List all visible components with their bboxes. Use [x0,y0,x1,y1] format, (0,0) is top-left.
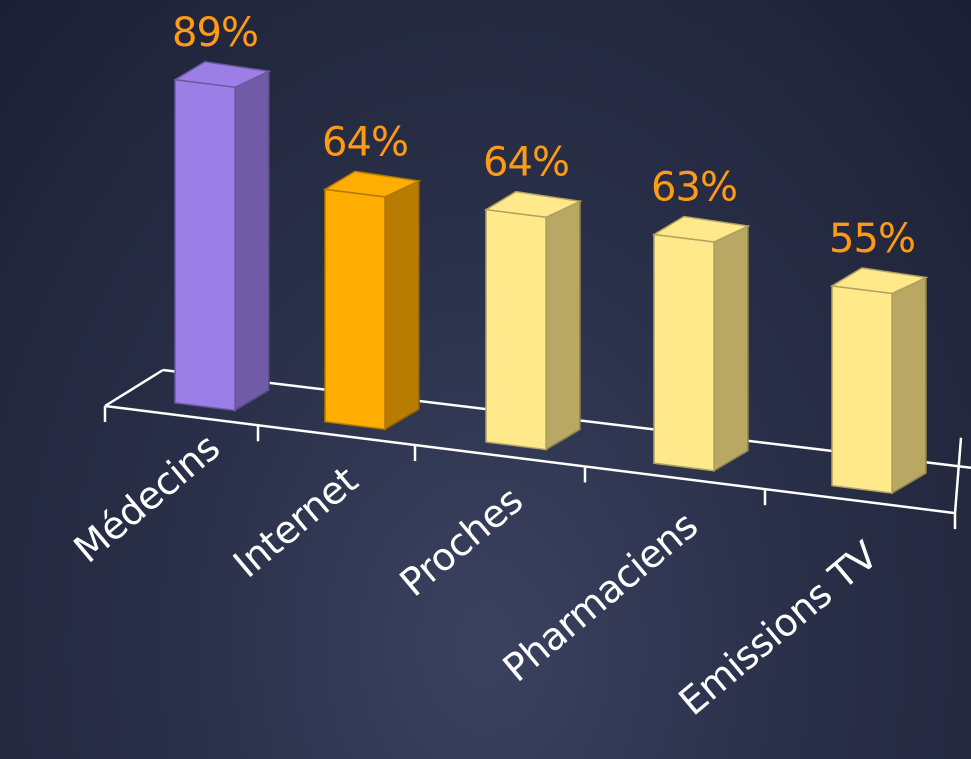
bar [829,267,929,495]
x-axis-front-line [104,404,956,515]
category-label: Emissions TV [670,533,886,724]
category-label: Médecins [65,425,227,571]
bar-side [234,70,270,412]
value-label: 64% [322,119,408,165]
bar-side [545,200,581,451]
bar-side [384,179,420,431]
category-label: Pharmaciens [495,503,706,690]
bar [651,215,751,473]
bar-side [713,224,749,473]
category-label: Internet [225,458,366,586]
category-label: Proches [391,478,530,605]
value-label: 89% [172,10,258,56]
value-labels: 89% 64% 64% 63% 55% [172,10,916,262]
bars [172,60,929,495]
bar-front [653,233,715,472]
bar-front [174,78,236,412]
value-label: 55% [829,216,915,262]
bar-side [891,276,927,495]
value-label: 63% [651,164,737,210]
bar [172,60,272,412]
value-label: 64% [483,140,569,186]
x-axis-left-edge [104,368,164,408]
bar [322,170,422,431]
x-axis-right-edge [953,437,963,514]
bar-front [831,285,893,495]
bar-front [485,208,547,451]
bar [483,190,583,451]
bar-front [324,188,386,431]
